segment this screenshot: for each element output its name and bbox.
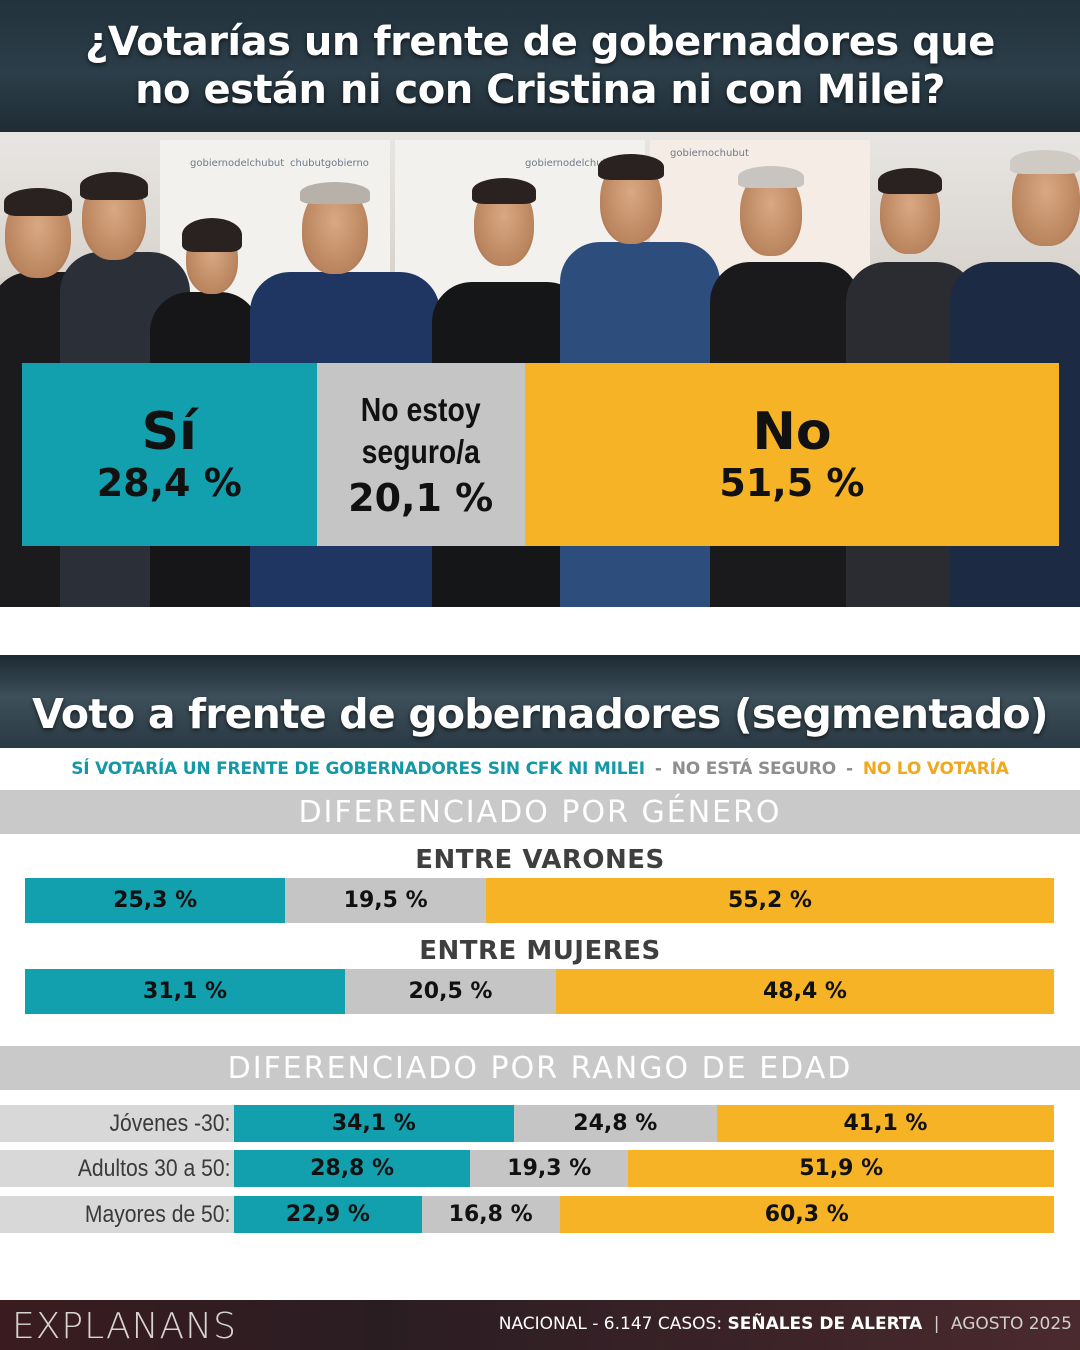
legend: SÍ VOTARÍA UN FRENTE DE GOBERNADORES SIN… [0,754,1080,784]
segmented-title: Voto a frente de gobernadores (segmentad… [32,689,1049,738]
male-ns-segment: 19,5 % [285,878,486,923]
age-no-segment: 60,3 % [559,1196,1054,1233]
footer-date: AGOSTO 2025 [950,1314,1072,1334]
main-ns-value: 20,1 % [348,475,494,520]
age-si-segment: 28,8 % [234,1150,471,1187]
gender-band: DIFERENCIADO POR GÉNERO [0,790,1080,834]
footer-scope: NACIONAL - 6.147 CASOS: [498,1314,723,1334]
main-si-segment: Sí 28,4 % [22,363,317,546]
male-title: ENTRE VARONES [415,845,665,875]
banner-text: gobiernodelchubut [190,158,285,169]
age-row: Jóvenes -30: 34,1 % 24,8 % 41,1 % [0,1105,1054,1142]
main-ns-segment: No estoy seguro/a 20,1 % [316,363,525,546]
legend-separator: - [654,759,662,779]
main-si-value: 28,4 % [96,460,242,505]
age-row-label: Jóvenes -30: [109,1109,230,1137]
age-row: Mayores de 50: 22,9 % 16,8 % 60,3 % [0,1196,1054,1233]
age-row-label: Mayores de 50: [84,1200,230,1228]
age-bar: 34,1 % 24,8 % 41,1 % [234,1105,1054,1142]
main-no-segment: No 51,5 % [524,363,1059,546]
age-no-segment: 41,1 % [716,1105,1054,1142]
legend-ns: NO ESTÁ SEGURO [671,759,836,779]
male-si-segment: 25,3 % [25,878,286,923]
age-no-segment: 51,9 % [628,1150,1054,1187]
age-band: DIFERENCIADO POR RANGO DE EDAD [0,1046,1080,1090]
legend-si: SÍ VOTARÍA UN FRENTE DE GOBERNADORES SIN… [71,759,645,779]
main-result-bar: Sí 28,4 % No estoy seguro/a 20,1 % No 51… [22,363,1059,546]
footer: EXPLANANS NACIONAL - 6.147 CASOS: SEÑALE… [0,1300,1080,1350]
age-ns-segment: 19,3 % [470,1150,629,1187]
female-ns-segment: 20,5 % [345,969,556,1014]
age-si-segment: 34,1 % [234,1105,514,1142]
segmented-header: Voto a frente de gobernadores (segmentad… [0,655,1080,748]
legend-no: NO LO VOTARÍA [862,759,1009,779]
footer-divider: | [933,1314,940,1334]
top-title-line1: ¿Votarías un frente de gobernadores que [85,19,995,65]
age-ns-segment: 24,8 % [513,1105,717,1142]
main-ns-label-line2: seguro/a [361,432,480,470]
top-title-line2: no están ni con Cristina ni con Milei? [135,67,945,113]
age-row-label: Adultos 30 a 50: [77,1154,230,1182]
main-no-value: 51,5 % [719,460,865,505]
main-ns-label-line1: No estoy [360,390,481,428]
age-ns-segment: 16,8 % [421,1196,560,1233]
main-no-label: No [752,401,832,462]
banner-text: gobiernodelchubut [525,158,620,169]
footer-series: SEÑALES DE ALERTA [727,1314,923,1334]
female-bar: 31,1 % 20,5 % 48,4 % [25,969,1054,1014]
top-header: ¿Votarías un frente de gobernadores que … [0,0,1080,132]
age-row: Adultos 30 a 50: 28,8 % 19,3 % 51,9 % [0,1150,1054,1187]
banner-text: chubutgobierno [290,158,369,169]
age-bar: 28,8 % 19,3 % 51,9 % [234,1150,1054,1187]
age-si-segment: 22,9 % [234,1196,422,1233]
male-no-segment: 55,2 % [485,878,1054,923]
brand-logo: EXPLANANS [12,1306,237,1347]
female-si-segment: 31,1 % [25,969,346,1014]
age-bar: 22,9 % 16,8 % 60,3 % [234,1196,1054,1233]
main-si-label: Sí [141,401,197,462]
female-title: ENTRE MUJERES [419,936,661,966]
male-bar: 25,3 % 19,5 % 55,2 % [25,878,1054,923]
footer-info: NACIONAL - 6.147 CASOS: SEÑALES DE ALERT… [499,1314,1072,1334]
legend-separator: - [845,759,853,779]
banner-text: gobiernochubut [670,148,749,159]
female-no-segment: 48,4 % [555,969,1054,1014]
